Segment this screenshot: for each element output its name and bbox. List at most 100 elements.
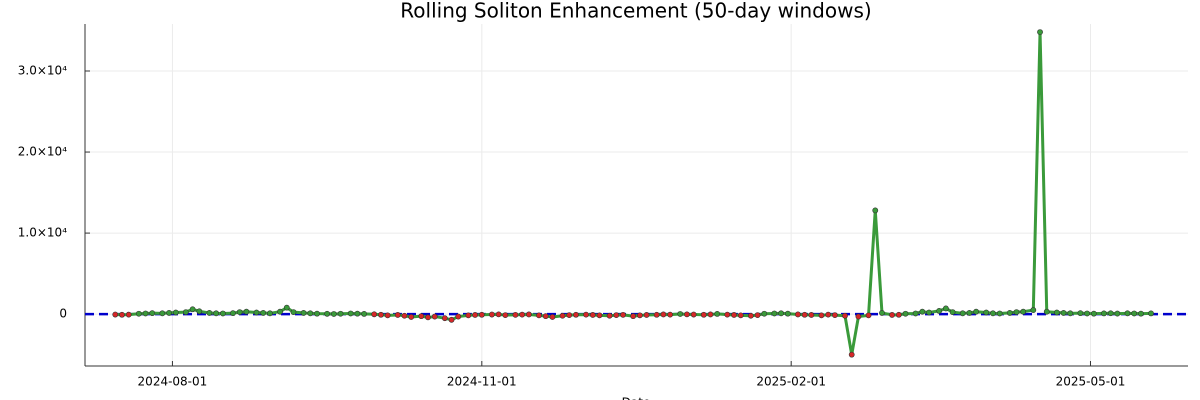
data-point <box>125 311 132 318</box>
data-point <box>253 309 260 316</box>
data-point <box>936 307 943 314</box>
data-point <box>384 312 391 319</box>
data-point <box>401 312 408 319</box>
data-point <box>230 310 236 317</box>
data-point <box>1067 310 1074 317</box>
data-point <box>448 316 455 323</box>
data-point <box>942 305 949 312</box>
data-point <box>418 313 425 320</box>
data-point <box>684 311 690 318</box>
data-point <box>206 310 213 316</box>
data-point <box>583 311 589 318</box>
data-point <box>895 311 902 318</box>
data-point <box>707 311 714 318</box>
data-point <box>737 312 744 319</box>
data-point <box>771 310 778 317</box>
data-point <box>1114 310 1121 317</box>
data-point <box>196 308 203 315</box>
data-point <box>243 308 250 315</box>
data-point <box>566 312 573 319</box>
data-point <box>630 313 637 320</box>
data-point <box>1043 308 1050 315</box>
data-point <box>889 312 895 318</box>
y-tick-label: 2.0×10⁴ <box>18 145 67 159</box>
data-point <box>347 310 354 317</box>
data-point <box>1148 310 1154 317</box>
data-point <box>996 310 1003 317</box>
data-point <box>879 310 885 316</box>
data-point <box>589 312 596 318</box>
data-point <box>408 314 415 320</box>
data-point <box>761 310 768 317</box>
data-point <box>667 311 674 318</box>
data-point <box>519 311 526 318</box>
data-point <box>488 311 495 318</box>
y-tick-label: 1.0×10⁴ <box>18 226 67 240</box>
data-point <box>337 310 344 317</box>
data-point <box>283 304 290 311</box>
data-point <box>149 310 156 317</box>
data-point <box>677 311 684 317</box>
data-point <box>441 315 448 322</box>
data-point <box>465 312 472 319</box>
data-point <box>394 312 401 318</box>
data-point <box>660 311 667 318</box>
data-point <box>1124 310 1131 317</box>
data-point <box>832 312 838 319</box>
data-point <box>1077 310 1084 317</box>
data-point <box>267 310 273 317</box>
data-point <box>260 310 267 316</box>
data-point <box>525 311 532 318</box>
x-tick-label: 2024-11-01 <box>447 375 517 389</box>
data-point <box>714 310 721 317</box>
data-point <box>431 313 438 320</box>
data-point <box>690 311 697 318</box>
data-point <box>990 310 996 317</box>
data-point <box>119 311 125 318</box>
data-point <box>1107 310 1114 317</box>
data-point <box>865 312 872 319</box>
data-point <box>973 308 980 315</box>
data-point <box>142 310 149 317</box>
data-point <box>371 311 378 318</box>
data-point <box>983 309 990 316</box>
x-tick-label: 2024-08-01 <box>138 375 208 389</box>
data-point <box>290 309 297 316</box>
data-point <box>300 310 307 316</box>
data-point <box>1090 310 1097 317</box>
x-tick-label: 2025-02-01 <box>756 375 826 389</box>
data-point <box>277 308 283 315</box>
y-tick-label: 3.0×10⁴ <box>18 64 67 78</box>
data-point <box>354 310 361 317</box>
data-point <box>801 311 808 318</box>
data-point <box>966 310 973 316</box>
data-point <box>643 312 650 318</box>
data-point <box>784 310 791 317</box>
data-point <box>536 312 542 319</box>
data-point <box>636 312 643 319</box>
data-point <box>236 309 243 316</box>
data-point <box>754 312 761 319</box>
data-point <box>159 310 166 317</box>
data-point <box>653 311 660 318</box>
x-tick-label: 2025-05-01 <box>1056 375 1126 389</box>
data-point <box>1084 310 1091 317</box>
data-point <box>330 311 337 317</box>
data-point <box>959 310 966 317</box>
data-point <box>848 351 855 358</box>
data-point <box>606 312 613 319</box>
data-point <box>1053 309 1060 316</box>
data-point <box>949 309 956 316</box>
data-point <box>855 313 862 320</box>
data-point <box>455 313 462 320</box>
data-point <box>512 311 519 318</box>
data-point <box>213 310 220 317</box>
data-point <box>166 310 172 316</box>
data-point <box>378 311 384 318</box>
data-point <box>1013 309 1020 316</box>
data-point <box>872 207 879 214</box>
data-point <box>912 310 919 317</box>
data-point <box>1006 310 1013 316</box>
data-point <box>182 309 189 316</box>
data-point <box>472 312 478 318</box>
